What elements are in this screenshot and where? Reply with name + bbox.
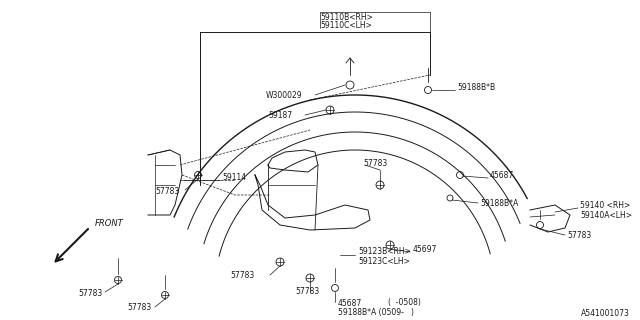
Text: 59188B*B: 59188B*B xyxy=(457,84,495,92)
Text: 57783: 57783 xyxy=(363,158,387,167)
Text: 57783: 57783 xyxy=(567,230,591,239)
Text: 57783: 57783 xyxy=(231,270,255,279)
Text: 59123C<LH>: 59123C<LH> xyxy=(358,258,410,267)
Text: 59123B<RH>: 59123B<RH> xyxy=(358,247,411,257)
Text: 59187: 59187 xyxy=(268,111,292,121)
Text: 59110B<RH>: 59110B<RH> xyxy=(320,13,373,22)
Text: 57783: 57783 xyxy=(295,287,319,297)
Text: 59140 <RH>: 59140 <RH> xyxy=(580,201,630,210)
Text: 59140A<LH>: 59140A<LH> xyxy=(580,211,632,220)
Text: 59188B*A: 59188B*A xyxy=(480,198,518,207)
Text: 45687: 45687 xyxy=(490,171,515,180)
Text: 45687: 45687 xyxy=(338,299,362,308)
Text: W300029: W300029 xyxy=(266,91,302,100)
Text: (  -0508): ( -0508) xyxy=(388,299,421,308)
Text: 45697: 45697 xyxy=(413,245,437,254)
Text: 59114: 59114 xyxy=(222,173,246,182)
Text: 59110C<LH>: 59110C<LH> xyxy=(320,21,372,30)
Text: 57783: 57783 xyxy=(79,290,103,299)
Text: FRONT: FRONT xyxy=(95,220,124,228)
Text: A541001073: A541001073 xyxy=(581,309,630,318)
Text: 57783: 57783 xyxy=(128,303,152,313)
Text: 57783: 57783 xyxy=(156,188,180,196)
Text: 59188B*A (0509-   ): 59188B*A (0509- ) xyxy=(338,308,414,317)
